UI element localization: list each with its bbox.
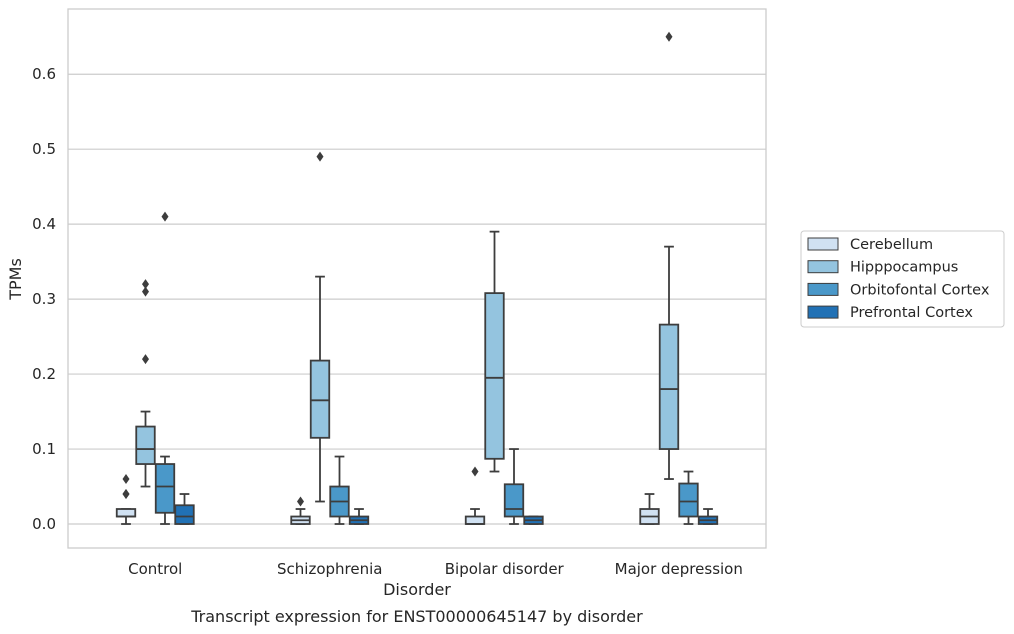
box-hipppocampus: [135, 279, 156, 488]
legend-item: Orbitofontal Cortex: [807, 282, 990, 298]
legend-swatch: [807, 305, 839, 319]
y-tick-label: 0.2: [32, 365, 56, 383]
box-cerebellum: [639, 493, 660, 525]
box-hipppocampus: [484, 230, 505, 473]
legend-frame: [800, 230, 1005, 328]
iqr-box: [464, 515, 486, 525]
x-tick-label: Major depression: [615, 560, 743, 578]
box-prefrontal-cortex: [523, 515, 544, 525]
legend-label: Hipppocampus: [850, 260, 958, 276]
outlier-point: [142, 279, 149, 290]
box-prefrontal-cortex: [697, 508, 719, 525]
box-cerebellum: [290, 496, 311, 525]
y-tick-label: 0.6: [32, 65, 56, 83]
legend-label: Orbitofontal Cortex: [850, 282, 990, 298]
outlier-point: [142, 354, 149, 365]
box-orbitofontal-cortex: [503, 448, 525, 525]
iqr-box: [503, 483, 525, 518]
legend-item: Cerebellum: [807, 237, 933, 253]
box-hipppocampus: [309, 151, 331, 503]
outlier-point: [316, 151, 324, 162]
x-tick-labels: Control Schizophrenia Bipolar disorder Majo…: [128, 560, 743, 578]
y-tick-label: 0.4: [32, 215, 56, 233]
y-tick-label: 0.5: [32, 140, 56, 158]
outlier-point: [122, 489, 130, 500]
outlier-point: [471, 466, 479, 477]
y-tick-labels: 0.0 0.1 0.2 0.3 0.4 0.5 0.6: [32, 65, 56, 533]
iqr-box: [135, 425, 156, 465]
legend: Cerebellum Hipppocampus Orbitofontal Corte…: [800, 230, 1005, 328]
iqr-box: [678, 482, 699, 518]
x-tick-label: Schizophrenia: [277, 560, 382, 578]
legend-swatch: [807, 237, 839, 251]
y-gridlines: [68, 73, 766, 525]
outlier-point: [122, 474, 130, 485]
iqr-box: [484, 292, 505, 460]
legend-item: Hipppocampus: [807, 260, 958, 276]
box-cerebellum: [115, 474, 137, 525]
chart-caption: Transcript expression for ENST0000064514…: [190, 607, 643, 626]
y-axis-label: TPMs: [6, 258, 25, 301]
box-prefrontal-cortex: [348, 508, 370, 525]
iqr-box: [174, 504, 195, 525]
box-orbitofontal-cortex: [329, 455, 350, 525]
y-tick-label: 0.3: [32, 290, 56, 308]
x-axis-label: Disorder: [383, 580, 451, 599]
iqr-box: [115, 508, 137, 518]
outlier-point: [297, 496, 304, 507]
outlier-point: [161, 211, 169, 222]
legend-label: Prefrontal Cortex: [850, 305, 973, 321]
legend-swatch: [807, 260, 839, 274]
iqr-box: [658, 323, 680, 450]
box-cerebellum: [464, 466, 486, 525]
x-tick-label: Bipolar disorder: [445, 560, 565, 578]
legend-label: Cerebellum: [850, 237, 933, 253]
iqr-box: [309, 359, 331, 439]
outlier-point: [665, 31, 673, 42]
legend-swatch: [807, 282, 839, 296]
y-tick-label: 0.1: [32, 440, 56, 458]
x-tick-label: Control: [128, 560, 182, 578]
box-orbitofontal-cortex: [154, 211, 176, 525]
box-series: [115, 31, 719, 525]
box-hipppocampus: [658, 31, 680, 480]
box-orbitofontal-cortex: [678, 470, 699, 525]
plot-area-frame: [67, 8, 767, 549]
y-tick-label: 0.0: [32, 515, 56, 533]
legend-item: Prefrontal Cortex: [807, 305, 973, 321]
outlier-point: [142, 286, 149, 297]
iqr-box: [154, 463, 176, 514]
box-prefrontal-cortex: [174, 493, 195, 525]
